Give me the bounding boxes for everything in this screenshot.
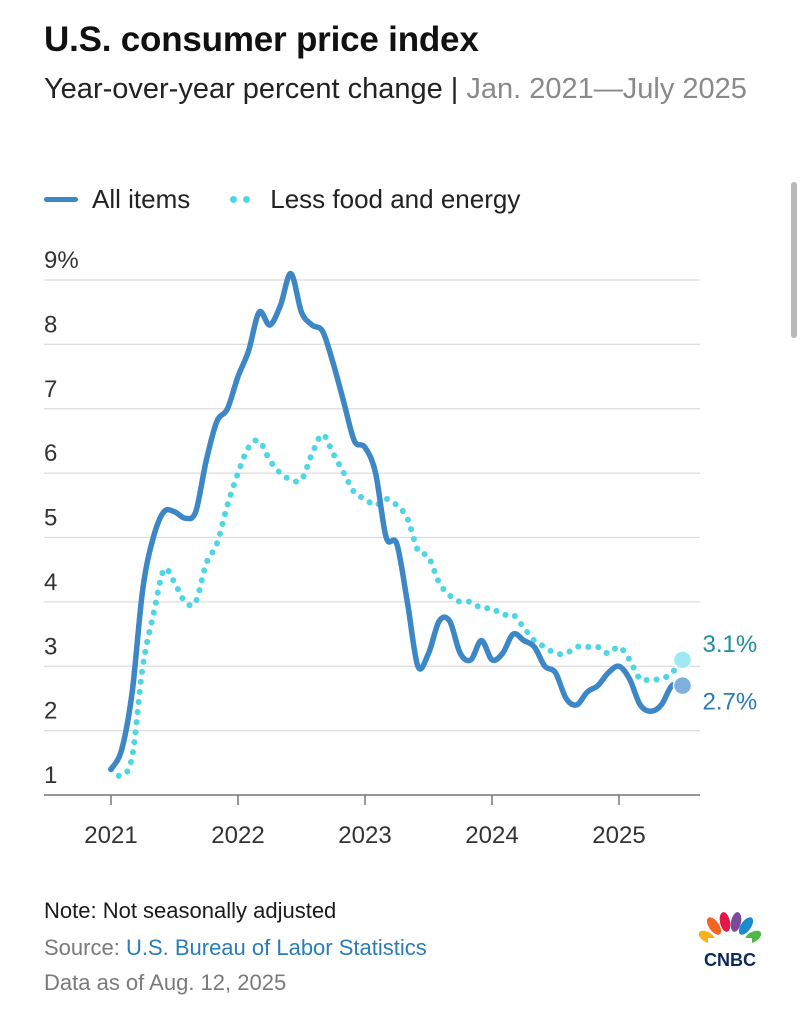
- y-tick-label: 2: [44, 698, 57, 725]
- x-tick-label: 2022: [211, 822, 264, 849]
- source-line: Source: U.S. Bureau of Labor Statistics: [44, 935, 427, 961]
- y-axis-ticks: 1 2 3 4 5 6 7 8 9%: [44, 247, 79, 789]
- x-tick-label: 2021: [84, 822, 137, 849]
- y-tick-label: 5: [44, 505, 57, 532]
- legend-label-all-items: All items: [92, 184, 191, 214]
- y-tick-label: 1: [44, 762, 57, 789]
- cnbc-logo: CNBC: [698, 912, 762, 970]
- end-label-all-items: 2.7%: [703, 689, 758, 716]
- subtitle-date-range: Jan. 2021—July 2025: [466, 73, 747, 105]
- grid-lines: [44, 279, 700, 796]
- legend-item-all-items: All items: [44, 184, 190, 215]
- end-markers: 3.1% 2.7%: [672, 631, 758, 716]
- end-label-core: 3.1%: [703, 631, 758, 658]
- y-tick-label: 3: [44, 633, 57, 660]
- series-line-all-items: [108, 270, 686, 773]
- y-tick-label: 6: [44, 440, 57, 467]
- footnote: Note: Not seasonally adjusted: [44, 898, 337, 923]
- chart-legend: All items Less food and energy: [44, 184, 560, 215]
- x-tick-label: 2025: [592, 822, 645, 849]
- x-axis-ticks: 2021 2022 2023 2024 2025: [84, 795, 646, 849]
- chart-subtitle: Year-over-year percent change | Jan. 202…: [44, 70, 764, 108]
- nbc-peacock-icon: [698, 912, 762, 948]
- legend-swatch-solid: [44, 197, 78, 202]
- legend-swatch-dotted: [230, 196, 256, 203]
- x-tick-label: 2024: [465, 822, 518, 849]
- data-as-of: Data as of Aug. 12, 2025: [44, 970, 287, 995]
- legend-label-core: Less food and energy: [270, 184, 521, 214]
- source-link[interactable]: U.S. Bureau of Labor Statistics: [125, 935, 427, 960]
- y-tick-label: 4: [44, 569, 57, 596]
- series-lines: [108, 270, 686, 779]
- source-label: Source:: [44, 935, 126, 960]
- y-tick-label: 9%: [44, 247, 79, 274]
- line-chart: 1 2 3 4 5 6 7 8 9% 2021 2022 2023 2024 2025 3.1% 2.7%: [44, 247, 758, 849]
- cnbc-logo-text: CNBC: [704, 950, 756, 970]
- legend-item-core: Less food and energy: [230, 184, 520, 215]
- chart-title: U.S. consumer price index: [44, 20, 479, 59]
- vertical-scrollbar[interactable]: [791, 182, 797, 338]
- series-line-core: [108, 431, 686, 779]
- subtitle-main: Year-over-year percent change |: [44, 73, 467, 105]
- y-tick-label: 7: [44, 376, 57, 403]
- y-tick-label: 8: [44, 311, 57, 338]
- end-marker-all-items: [672, 675, 693, 696]
- x-tick-label: 2023: [338, 822, 391, 849]
- end-marker-core: [672, 650, 693, 670]
